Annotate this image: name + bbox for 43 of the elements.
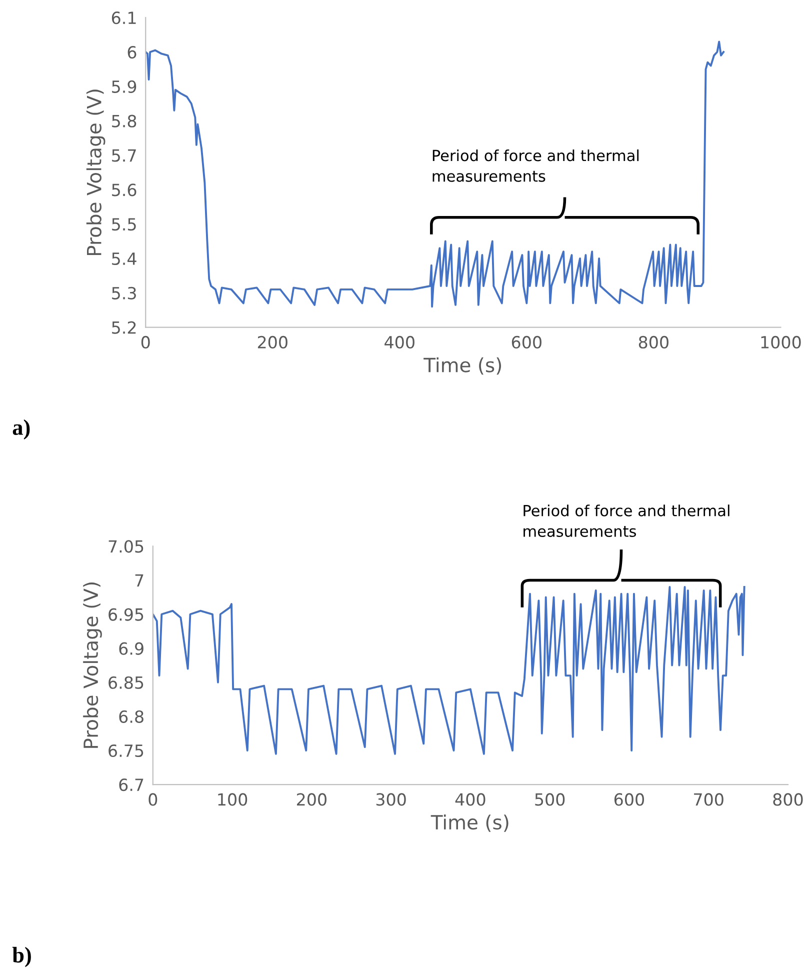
- x-tick-label: 400: [455, 793, 486, 806]
- text: b): [12, 946, 31, 968]
- y-tick-label: 5.9: [112, 80, 136, 93]
- x-axis-title: Time (s): [424, 357, 502, 375]
- text: a): [12, 419, 30, 440]
- text: Period of force and thermal measurements: [524, 504, 730, 537]
- y-tick-label: 6.1: [112, 12, 136, 24]
- x-tick-label: 200: [296, 793, 326, 806]
- x-tick-label: 200: [258, 336, 288, 349]
- x-tick-label: 600: [614, 793, 644, 806]
- x-tick-label: 1000: [761, 336, 801, 349]
- x-tick-label: 800: [773, 793, 803, 806]
- y-tick-label: 6.95: [108, 608, 144, 621]
- x-tick-label: 100: [218, 793, 248, 806]
- x-tick-label: 400: [384, 336, 414, 349]
- y-tick-label: 6.9: [119, 642, 144, 655]
- y-tick-label: 6.7: [119, 778, 144, 792]
- y-tick-label: 7.05: [108, 540, 144, 553]
- line-series: [146, 40, 725, 308]
- y-tick-label: 7: [135, 574, 144, 587]
- y-axis-title: Probe Voltage (V): [83, 582, 102, 748]
- y-tick-label: 5.8: [112, 114, 136, 128]
- x-tick-label: 800: [638, 336, 668, 349]
- y-tick-label: 5.4: [112, 252, 136, 266]
- line-series: [152, 586, 746, 755]
- y-tick-label: 6: [128, 46, 136, 59]
- y-axis-title: Probe Voltage (V): [86, 90, 106, 255]
- x-tick-label: 500: [535, 793, 565, 806]
- y-tick-label: 5.7: [112, 149, 136, 162]
- x-tick-label: 600: [512, 336, 542, 349]
- y-tick-label: 5.5: [112, 218, 136, 231]
- y-tick-label: 6.75: [108, 744, 144, 758]
- x-tick-label: 300: [376, 793, 406, 806]
- x-tick-label: 0: [148, 793, 158, 806]
- x-tick-label: 0: [141, 336, 150, 349]
- y-tick-label: 5.2: [112, 321, 136, 334]
- y-tick-label: 6.85: [108, 676, 144, 689]
- y-tick-label: 6.8: [119, 710, 144, 723]
- annotation: Period of force and thermal measurements: [432, 149, 639, 182]
- y-tick-label: 5.6: [112, 184, 136, 196]
- x-tick-label: 700: [694, 793, 724, 806]
- y-tick-label: 5.3: [112, 286, 136, 300]
- x-axis-title: Time (s): [430, 814, 508, 832]
